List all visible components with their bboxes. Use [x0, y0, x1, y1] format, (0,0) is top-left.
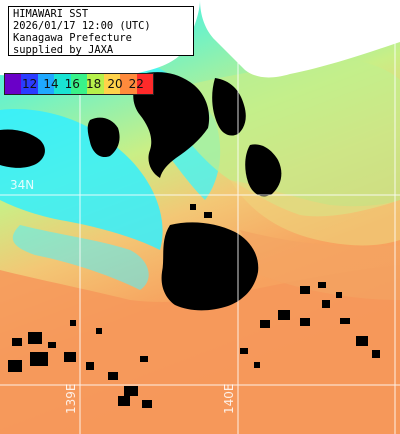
- legend-label: 20: [107, 77, 123, 91]
- legend-swatch: [21, 74, 38, 94]
- legend-label: 16: [64, 77, 80, 91]
- legend-label: 14: [43, 77, 59, 91]
- legend-swatch: [37, 74, 55, 94]
- latitude-label: 34N: [10, 178, 35, 192]
- legend-swatch: [70, 74, 88, 94]
- legend-swatch: [5, 74, 22, 94]
- cloud-top-right: [200, 0, 400, 78]
- longitude-label-140: 140E: [222, 383, 236, 415]
- legend-swatch: [87, 74, 104, 94]
- title-line-region: Kanagawa Prefecture: [13, 32, 132, 44]
- land-west: [0, 129, 45, 168]
- title-line-credit: supplied by JAXA: [13, 44, 114, 56]
- legend-swatch: [136, 74, 153, 94]
- legend-label: 12: [22, 77, 38, 91]
- yellow-band: [230, 180, 400, 246]
- legend-label: 22: [128, 77, 144, 91]
- legend-labels: 12 14 16 18 20 22: [5, 74, 153, 94]
- sst-color-legend: 12 14 16 18 20 22: [4, 73, 154, 95]
- land-boso: [161, 222, 259, 311]
- title-line-product: HIMAWARI SST: [13, 8, 89, 20]
- longitude-label-139: 139E: [64, 383, 78, 415]
- warm-water-zone: [0, 265, 400, 434]
- legend-label: 18: [86, 77, 102, 91]
- land-bay-east: [212, 78, 246, 136]
- land-east-pen: [245, 144, 282, 197]
- legend-swatch: [103, 74, 121, 94]
- land-izu: [87, 117, 120, 158]
- island-speckles: [8, 204, 380, 408]
- land-north-coast: [133, 72, 210, 178]
- legend-swatch: [120, 74, 137, 94]
- map-title-box: HIMAWARI SST 2026/01/17 12:00 (UTC) Kana…: [8, 6, 194, 56]
- legend-swatch: [54, 74, 71, 94]
- warm-band-east: [240, 230, 400, 300]
- title-line-datetime: 2026/01/17 12:00 (UTC): [13, 20, 151, 32]
- cyan-tongue: [12, 225, 149, 290]
